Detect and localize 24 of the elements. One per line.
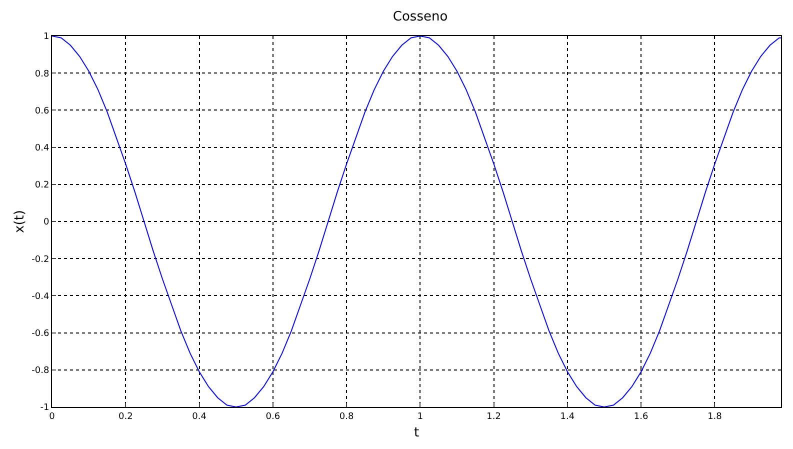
x-tick-label: 0.2 [118,412,133,422]
y-tick-label: -1 [40,403,50,414]
y-tick-label: -0.6 [32,328,50,339]
x-tick-label: 0.4 [192,412,207,422]
y-tick-label: -0.4 [32,292,50,302]
line-series [52,36,781,407]
y-tick-label: 1 [43,32,50,42]
x-tick-label: 1.8 [708,412,722,422]
x-tick-label: 0.8 [339,412,354,422]
x-tick-label: 1.2 [486,412,501,422]
chart-title: Cosseno [392,9,448,24]
y-tick-label: 0.2 [34,180,50,191]
x-tick-label: 1.6 [634,412,649,422]
x-tick-label: 1.4 [560,412,575,422]
y-axis-title: x(t) [12,210,28,233]
y-tick-label: 0.6 [34,106,50,116]
y-tick-label: 0.8 [34,69,50,80]
y-tick-label: 0 [43,218,50,228]
y-tick-label: -0.8 [32,366,50,376]
x-tick-label: 1 [417,412,424,422]
x-tick-label: 0.6 [266,412,280,422]
y-tick-label: -0.2 [32,254,50,265]
y-tick-label: 0.4 [34,143,50,154]
x-axis-title: t [414,425,420,440]
